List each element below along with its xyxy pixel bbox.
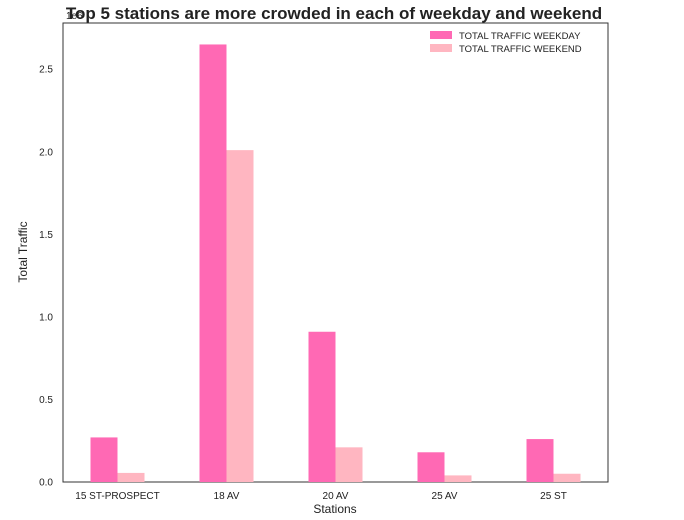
y-tick-label: 1.0 <box>39 312 53 323</box>
x-tick-label-20-av: 20 AV <box>323 491 349 502</box>
legend-swatch-total-traffic-weekday <box>430 31 452 39</box>
x-tick-label-25-st: 25 ST <box>540 491 567 502</box>
y-tick-label: 0.0 <box>39 478 53 489</box>
chart-title: Top 5 stations are more crowded in each … <box>66 4 602 23</box>
bar-total-traffic-weekend-25-av <box>444 475 472 482</box>
legend: TOTAL TRAFFIC WEEKDAY TOTAL TRAFFIC WEEKE… <box>430 31 582 55</box>
x-tick-label-18-av: 18 AV <box>214 491 240 502</box>
bar-total-traffic-weekend-18-av <box>226 150 254 482</box>
bar-total-traffic-weekend-20-av <box>335 447 363 482</box>
bar-total-traffic-weekday-25-av <box>417 452 445 482</box>
x-axis-label: Stations <box>313 502 356 516</box>
bar-total-traffic-weekday-18-av <box>199 44 227 483</box>
legend-swatch-total-traffic-weekend <box>430 44 452 52</box>
bar-total-traffic-weekday-25-st <box>526 439 554 482</box>
y-tick-label: 2.0 <box>39 147 53 158</box>
bar-total-traffic-weekend-15-st-prospect <box>117 472 145 482</box>
y-axis-ticks: 0.0 0.5 1.0 1.5 2.0 2.5 <box>39 65 53 489</box>
y-tick-label: 2.5 <box>39 65 53 76</box>
bar-total-traffic-weekend-25-st <box>553 473 581 482</box>
x-tick-label-15-st-prospect: 15 ST-PROSPECT <box>75 491 159 502</box>
y-tick-label: 1.5 <box>39 230 53 241</box>
y-axis-offset-label: 1e6 <box>66 11 83 22</box>
y-axis-label: Total Traffic <box>16 221 30 282</box>
legend-label-total-traffic-weekend: TOTAL TRAFFIC WEEKEND <box>459 44 582 55</box>
legend-label-total-traffic-weekday: TOTAL TRAFFIC WEEKDAY <box>459 31 581 42</box>
y-tick-label: 0.5 <box>39 395 53 406</box>
x-axis-ticks: 15 ST-PROSPECT 18 AV 20 AV 25 AV 25 ST <box>75 491 567 502</box>
bars-group <box>90 44 581 483</box>
bar-total-traffic-weekday-15-st-prospect <box>90 437 118 482</box>
x-tick-label-25-av: 25 AV <box>432 491 458 502</box>
bar-total-traffic-weekday-20-av <box>308 331 336 482</box>
